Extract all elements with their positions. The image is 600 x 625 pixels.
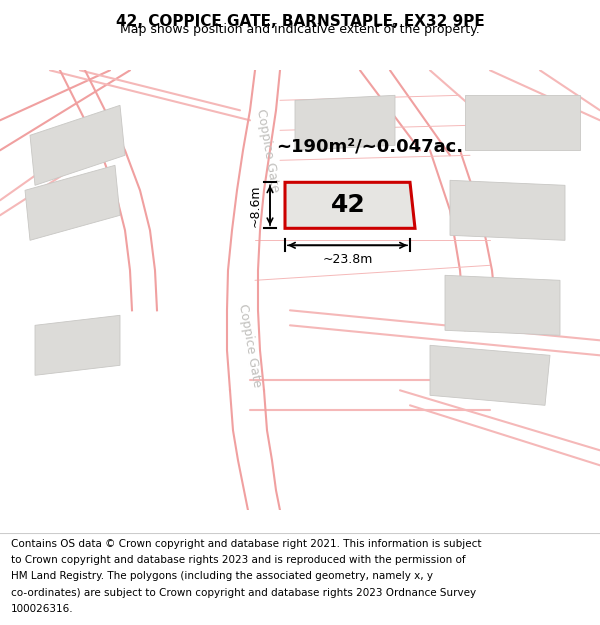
Text: to Crown copyright and database rights 2023 and is reproduced with the permissio: to Crown copyright and database rights 2…: [11, 555, 466, 565]
Text: co-ordinates) are subject to Crown copyright and database rights 2023 Ordnance S: co-ordinates) are subject to Crown copyr…: [11, 588, 476, 598]
Polygon shape: [25, 165, 120, 240]
Text: Coppice Gate: Coppice Gate: [236, 302, 264, 388]
Polygon shape: [445, 275, 560, 335]
Text: ~190m²/~0.047ac.: ~190m²/~0.047ac.: [277, 138, 464, 155]
Polygon shape: [430, 345, 550, 405]
Polygon shape: [465, 95, 580, 150]
Text: Map shows position and indicative extent of the property.: Map shows position and indicative extent…: [120, 23, 480, 36]
Text: HM Land Registry. The polygons (including the associated geometry, namely x, y: HM Land Registry. The polygons (includin…: [11, 571, 433, 581]
Polygon shape: [285, 182, 415, 228]
Text: 42: 42: [331, 193, 366, 218]
Text: ~8.6m: ~8.6m: [249, 184, 262, 226]
Polygon shape: [450, 180, 565, 240]
Text: Contains OS data © Crown copyright and database right 2021. This information is : Contains OS data © Crown copyright and d…: [11, 539, 481, 549]
Text: 42, COPPICE GATE, BARNSTAPLE, EX32 9PE: 42, COPPICE GATE, BARNSTAPLE, EX32 9PE: [116, 14, 484, 29]
Polygon shape: [30, 105, 125, 185]
Polygon shape: [35, 315, 120, 375]
Polygon shape: [295, 95, 395, 150]
Text: 100026316.: 100026316.: [11, 604, 73, 614]
Text: Coppice Gate: Coppice Gate: [254, 107, 282, 193]
Text: ~23.8m: ~23.8m: [322, 253, 373, 266]
